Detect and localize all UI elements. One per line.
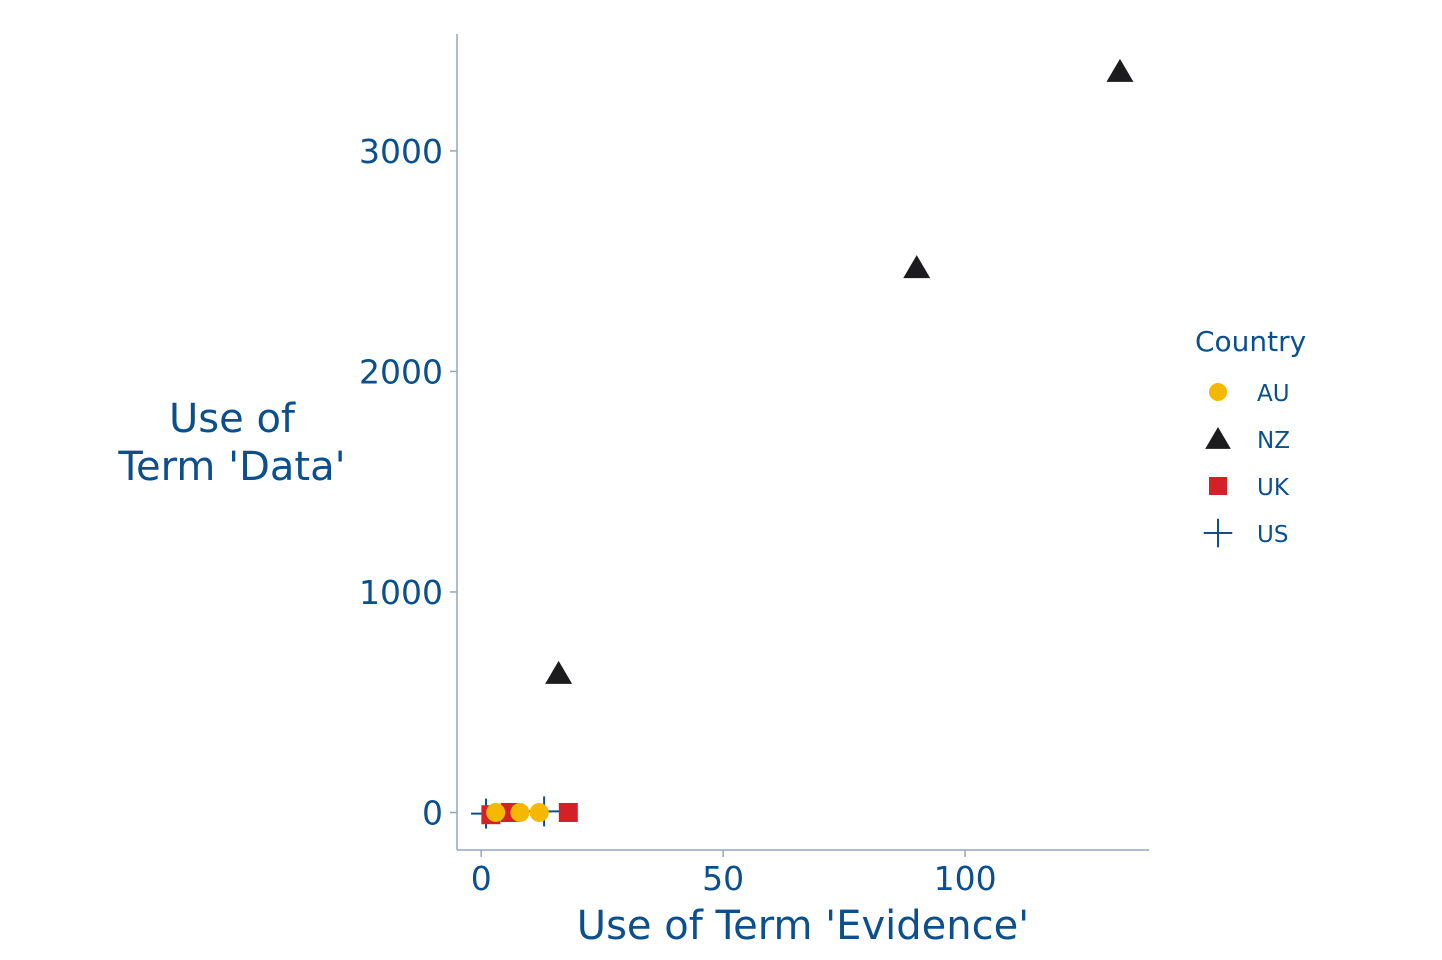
legend: Country AU NZ UK US (1195, 325, 1306, 548)
y-axis-title-line-2: Term 'Data' (117, 444, 345, 490)
y-axis-title-line-1: Use of (169, 396, 296, 442)
legend-marker-nz (1205, 426, 1231, 449)
legend-item-us: US (1203, 518, 1288, 548)
legend-item-nz: NZ (1205, 426, 1290, 454)
legend-label: NZ (1257, 428, 1290, 454)
x-axis-title: Use of Term 'Evidence' (577, 903, 1029, 949)
x-tick-label: 100 (934, 859, 997, 898)
legend-marker-au (1208, 382, 1228, 402)
legend-item-au: AU (1208, 381, 1290, 407)
data-point-nz (545, 660, 573, 684)
y-tick-label: 3000 (359, 132, 443, 171)
x-tick-label: 0 (471, 859, 492, 898)
y-tick-label: 0 (422, 794, 443, 833)
y-axis-ticks: 0 1000 2000 3000 (359, 132, 457, 833)
data-point-au (510, 803, 530, 823)
legend-label: US (1257, 522, 1288, 548)
data-points (471, 58, 1134, 829)
data-point-au (529, 803, 549, 823)
data-point-uk (558, 803, 578, 823)
legend-label: AU (1257, 381, 1290, 407)
plot-area: 0 1000 2000 3000 0 50 100 (359, 34, 1149, 898)
legend-items: AU NZ UK US (1203, 381, 1290, 548)
legend-title: Country (1195, 325, 1306, 358)
legend-label: UK (1257, 475, 1290, 501)
x-axis-ticks: 0 50 100 (471, 850, 997, 898)
data-point-au (486, 803, 506, 823)
data-point-nz (903, 255, 931, 279)
data-point-nz (1106, 58, 1134, 82)
y-tick-label: 2000 (359, 352, 443, 391)
legend-marker-uk (1208, 476, 1228, 496)
legend-item-uk: UK (1208, 475, 1290, 501)
y-tick-label: 1000 (359, 573, 443, 612)
legend-marker-us (1203, 518, 1233, 548)
x-tick-label: 50 (702, 859, 744, 898)
